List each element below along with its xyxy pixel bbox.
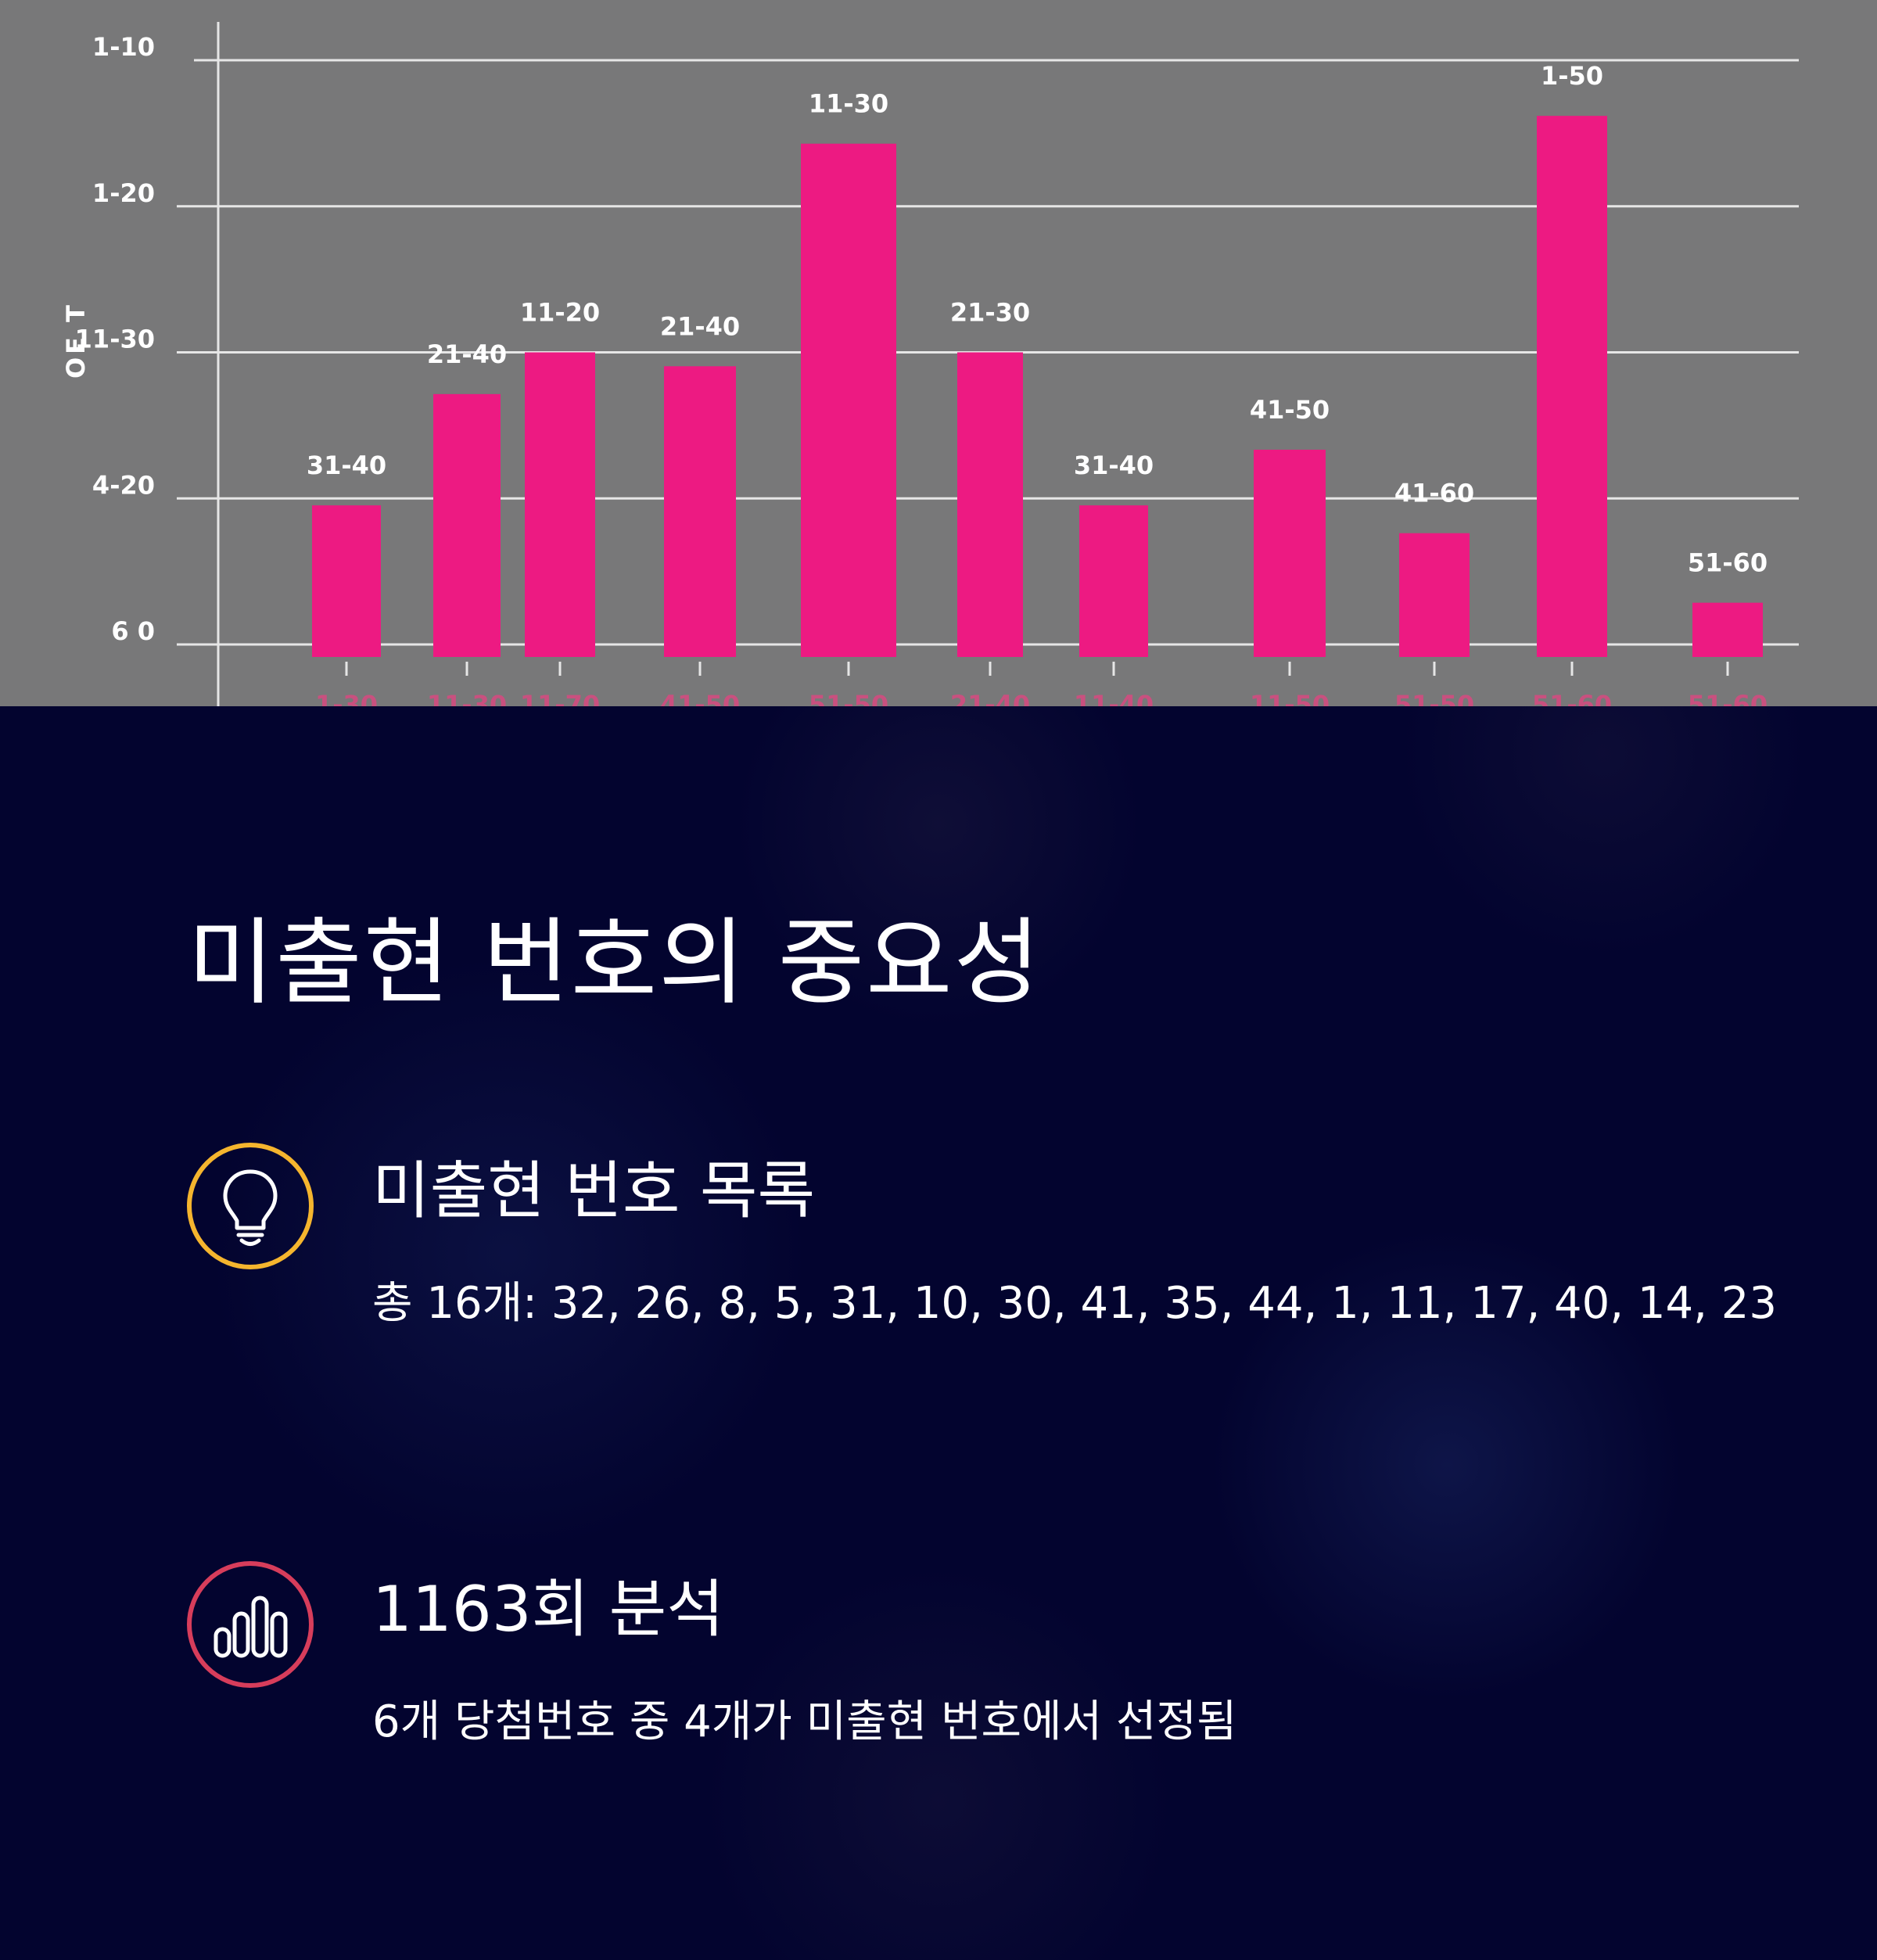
x-tick-label: 1-30 [315,690,378,706]
bar [1537,116,1607,658]
bar [1079,505,1148,657]
y-tick-label: 4-20 [92,470,155,500]
feature-description: 총 16개: 32, 26, 8, 5, 31, 10, 30, 41, 35,… [372,1278,1778,1329]
x-tick-label: 11-50 [1250,690,1330,706]
chart-panel: 1-10 1-20 11-30 4-20 6 0 OE T 31-40 1-30 21-40 11… [0,0,1877,706]
feature-title: 미출현 번호 목록 [372,1154,816,1227]
x-tick-label: 11-30 [427,690,507,706]
feature-description: 6개 당첨번호 중 4개가 미출현 번호에서 선정됨 [372,1696,1237,1747]
bar [312,505,381,657]
content-panel: 미출현 번호의 중요성 미출현 번호 목록 총 16개: 32, 26, 8, … [0,706,1877,1960]
feature-title: 1163회 분석 [372,1573,724,1646]
lightbulb-icon [187,1143,314,1269]
bar-data-label: 51-60 [1688,548,1768,578]
x-tick-label: 51-50 [809,690,888,706]
x-tick-label: 11-40 [1074,690,1154,706]
x-tick-label: 51-60 [1532,690,1612,706]
y-axis-label: OE T [61,302,91,379]
bar-data-label: 1-50 [1541,61,1603,91]
y-tick-label: 1-10 [92,32,155,62]
bar [664,366,736,657]
bar [801,143,896,657]
bar-data-label: 31-40 [1074,451,1154,480]
page-title: 미출현 번호의 중요성 [188,909,1042,1018]
x-tick-label: 51-60 [1688,690,1768,706]
bar [1399,533,1470,657]
bar-data-label: 21-40 [660,311,740,341]
bar-data-label: 41-50 [1250,395,1330,425]
y-tick-label: 6 0 [111,616,155,646]
bar-data-label: 11-30 [809,89,888,119]
bar-data-label: 21-30 [950,298,1030,328]
bar-chart-icon [187,1561,314,1688]
bar-chart: 1-10 1-20 11-30 4-20 6 0 OE T 31-40 1-30 21-40 11… [61,22,1799,706]
bar-data-label: 11-20 [520,298,600,328]
bar-data-label: 31-40 [307,451,386,480]
bar [957,352,1023,657]
bar [1254,450,1326,657]
y-tick-label: 11-30 [75,325,155,354]
x-tick-label: 51-50 [1394,690,1474,706]
bar-data-label: 41-60 [1394,479,1474,508]
bar [433,393,501,657]
bar [525,352,595,657]
y-tick-label: 1-20 [92,178,155,208]
bar-data-label: 21-40 [427,339,507,369]
x-tick-label: 41-50 [660,690,740,706]
bar [1692,602,1763,657]
x-tick-label: 11-70 [520,690,600,706]
x-tick-label: 21-40 [950,690,1030,706]
